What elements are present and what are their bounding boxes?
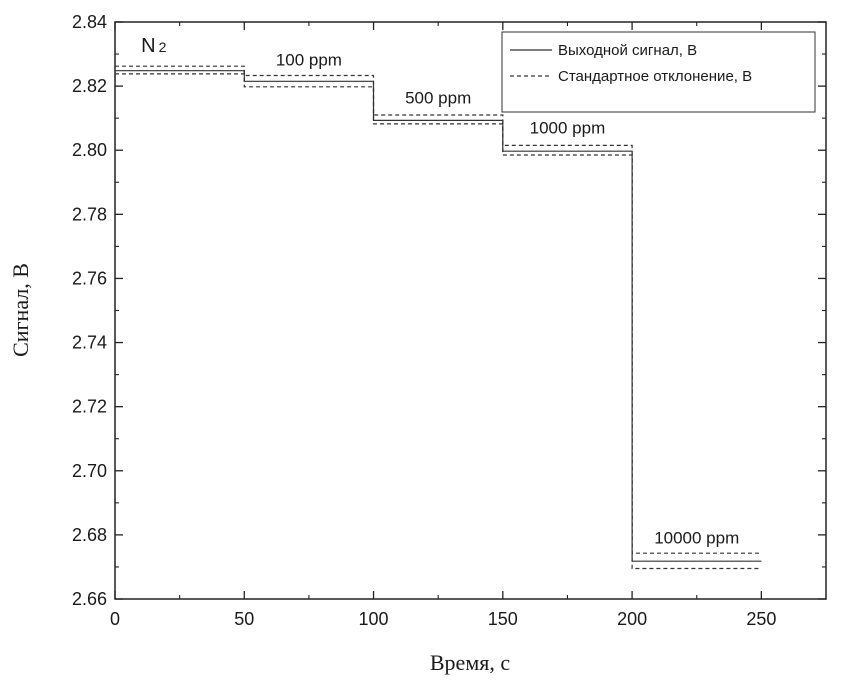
y-tick-label: 2.78	[72, 204, 107, 224]
plot-series	[115, 65, 762, 570]
legend: Выходной сигнал, В Стандартное отклонени…	[501, 31, 816, 113]
x-tick-label: 250	[746, 609, 776, 629]
y-tick-label: 2.74	[72, 333, 107, 353]
x-tick-label: 50	[234, 609, 254, 629]
annotation-concentration-label: 10000 ppm	[654, 529, 739, 548]
series-output-signal	[115, 70, 762, 562]
x-tick-label: 100	[359, 609, 389, 629]
legend-box	[501, 31, 816, 113]
x-tick-label: 150	[488, 609, 518, 629]
legend-label-std-deviation: Стандартное отклонение, В	[558, 68, 752, 85]
y-tick-label: 2.82	[72, 76, 107, 96]
x-tick-label: 0	[110, 609, 120, 629]
x-axis-title: Время, с	[430, 650, 510, 675]
y-tick-label: 2.72	[72, 397, 107, 417]
legend-label-output-signal: Выходной сигнал, В	[558, 42, 697, 59]
x-tick-label: 200	[617, 609, 647, 629]
annotation-concentration-label: 100 ppm	[276, 50, 342, 69]
axis-ticks: 0 50 100 150 200 250 2.66 2.68 2.70 2.72 2.74 2.76 2…	[72, 12, 826, 629]
series-std-deviation-lower	[115, 73, 762, 570]
y-tick-label: 2.76	[72, 268, 107, 288]
y-tick-label: 2.80	[72, 140, 107, 160]
series-std-deviation-upper	[115, 65, 762, 554]
y-tick-label: 2.84	[72, 12, 107, 32]
y-tick-label: 2.70	[72, 461, 107, 481]
annotation-concentration-label: 500 ppm	[405, 89, 471, 108]
y-tick-label: 2.68	[72, 525, 107, 545]
annotation-concentration-label: 1000 ppm	[530, 119, 606, 138]
y-tick-label: 2.66	[72, 589, 107, 609]
plot-annotations: N 2 100 ppm 500 ppm 1000 ppm 10000 ppm	[141, 35, 739, 548]
y-axis-title: Сигнал, В	[8, 263, 33, 357]
